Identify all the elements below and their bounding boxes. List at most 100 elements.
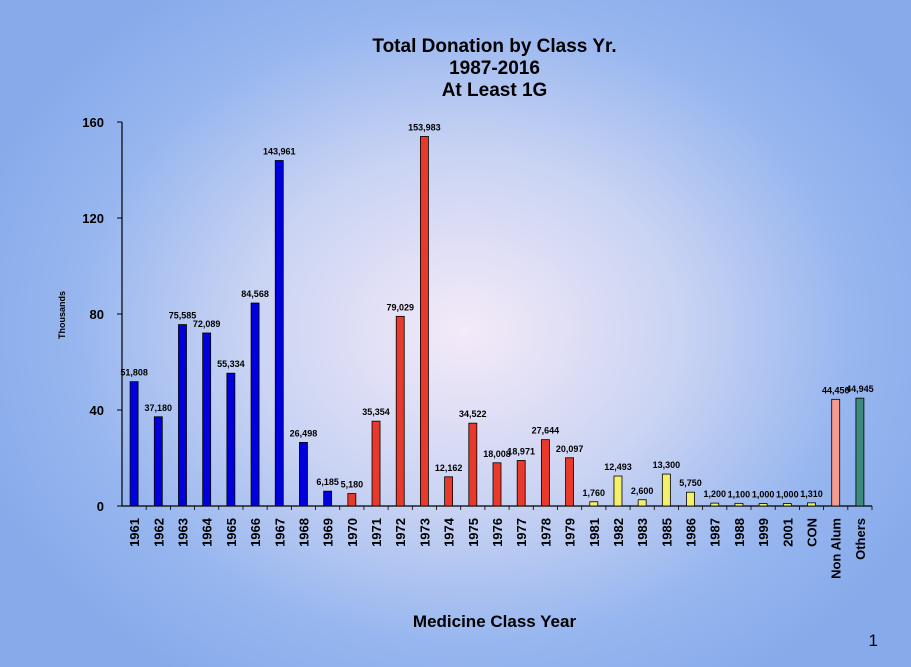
page-number: 1 bbox=[868, 631, 878, 650]
data-label: 12,493 bbox=[604, 462, 632, 472]
x-tick-label: 1978 bbox=[538, 518, 553, 547]
data-label: 1,760 bbox=[583, 488, 606, 498]
x-tick-label: 1982 bbox=[611, 518, 626, 547]
data-label: 75,585 bbox=[169, 311, 197, 321]
data-label: 26,498 bbox=[290, 428, 318, 438]
bar-1982 bbox=[613, 475, 623, 507]
x-axis-label: Medicine Class Year bbox=[412, 612, 577, 631]
x-tick-label: 1975 bbox=[466, 518, 481, 547]
data-label: 18,008 bbox=[483, 449, 511, 459]
y-tick-label: 80 bbox=[90, 307, 104, 322]
bar-1985 bbox=[661, 473, 671, 507]
x-tick-label: 1971 bbox=[369, 518, 384, 547]
bar-1967 bbox=[274, 160, 284, 507]
bar-1971 bbox=[371, 420, 381, 507]
x-tick-label: 1999 bbox=[756, 518, 771, 547]
x-tick-label: 1961 bbox=[127, 518, 142, 547]
x-tick-label: 1972 bbox=[393, 518, 408, 547]
bar-1975 bbox=[468, 422, 478, 507]
chart-title-line-1: Total Donation by Class Yr. bbox=[372, 36, 617, 57]
bar-1964 bbox=[202, 332, 212, 507]
data-label: 79,029 bbox=[386, 302, 414, 312]
bar-1969 bbox=[323, 490, 333, 507]
x-tick-label: 2001 bbox=[780, 518, 795, 547]
bar-1974 bbox=[444, 476, 454, 507]
data-label: 51,808 bbox=[120, 368, 148, 378]
data-label: 2,600 bbox=[631, 486, 654, 496]
data-label: 143,961 bbox=[263, 146, 296, 156]
data-label: 12,162 bbox=[435, 463, 463, 473]
data-label: 44,945 bbox=[846, 384, 874, 394]
data-label: 37,180 bbox=[145, 403, 173, 413]
data-label: 1,000 bbox=[752, 490, 775, 500]
data-label: 72,089 bbox=[193, 319, 221, 329]
x-tick-label: 1963 bbox=[175, 518, 190, 547]
y-tick-label: 0 bbox=[97, 499, 104, 514]
y-tick-label: 120 bbox=[82, 211, 104, 226]
bar-1983 bbox=[637, 499, 647, 507]
data-label: 55,334 bbox=[217, 359, 245, 369]
data-label: 84,568 bbox=[241, 289, 269, 299]
bar-1979 bbox=[565, 457, 574, 507]
x-tick-label: 1964 bbox=[200, 517, 215, 547]
bar-1976 bbox=[492, 462, 502, 507]
data-label: 5,180 bbox=[341, 480, 364, 490]
chart-title-line-3: At Least 1G bbox=[441, 80, 548, 101]
bar-1977 bbox=[516, 460, 526, 507]
data-label: 20,097 bbox=[556, 444, 584, 454]
bar-1963 bbox=[178, 324, 187, 507]
x-tick-label: Non Alum bbox=[829, 518, 844, 579]
bar-1981 bbox=[589, 501, 599, 507]
x-tick-label: 1970 bbox=[345, 518, 360, 547]
data-label: 1,000 bbox=[776, 490, 799, 500]
x-tick-label: 1967 bbox=[272, 518, 287, 547]
bar-1999 bbox=[758, 503, 768, 507]
bar-2001 bbox=[782, 503, 792, 507]
x-tick-label: 1969 bbox=[321, 518, 336, 547]
x-tick-label: 1962 bbox=[151, 518, 166, 547]
bar-1970 bbox=[347, 493, 357, 507]
bar-1973 bbox=[420, 136, 429, 507]
bar-1986 bbox=[686, 491, 695, 507]
chart-title: Total Donation by Class Yr. 1987-2016 At… bbox=[0, 36, 911, 102]
x-tick-label: 1986 bbox=[684, 518, 699, 547]
data-label: 6,185 bbox=[316, 477, 339, 487]
data-label: 13,300 bbox=[653, 460, 681, 470]
bar-con bbox=[807, 502, 816, 507]
bar-1978 bbox=[540, 439, 550, 507]
data-label: 1,200 bbox=[703, 489, 726, 499]
y-tick-label: 160 bbox=[82, 115, 104, 130]
x-tick-label: 1988 bbox=[732, 518, 747, 547]
x-tick-label: 1977 bbox=[514, 518, 529, 547]
data-label: 1,310 bbox=[800, 489, 823, 499]
data-label: 44,450 bbox=[822, 385, 850, 395]
x-tick-label: Others bbox=[853, 518, 868, 560]
data-label: 18,971 bbox=[507, 446, 535, 456]
x-tick-label: 1981 bbox=[587, 518, 602, 547]
chart-title-line-2: 1987-2016 bbox=[449, 58, 540, 79]
x-tick-label: 1973 bbox=[417, 518, 432, 547]
bar-1965 bbox=[226, 372, 236, 507]
data-label: 1,100 bbox=[728, 489, 751, 499]
x-tick-label: 1968 bbox=[296, 518, 311, 547]
data-label: 153,983 bbox=[408, 122, 441, 132]
bar-1988 bbox=[734, 502, 744, 507]
data-label: 5,750 bbox=[679, 478, 702, 488]
data-label: 35,354 bbox=[362, 407, 390, 417]
bar-1987 bbox=[710, 502, 720, 507]
x-tick-label: 1965 bbox=[224, 518, 239, 547]
bar-1966 bbox=[250, 302, 260, 507]
x-tick-label: CON bbox=[805, 518, 820, 547]
y-axis-label: Thousands bbox=[57, 291, 67, 339]
x-tick-label: 1979 bbox=[563, 518, 578, 547]
data-label: 27,644 bbox=[532, 426, 560, 436]
x-tick-label: 1966 bbox=[248, 518, 263, 547]
bar-non-alum bbox=[831, 398, 841, 507]
bar-1961 bbox=[129, 381, 139, 507]
x-tick-label: 1976 bbox=[490, 518, 505, 547]
bar-1962 bbox=[153, 416, 163, 507]
bar-1972 bbox=[395, 315, 405, 507]
y-tick-label: 40 bbox=[90, 403, 104, 418]
data-label: 34,522 bbox=[459, 409, 487, 419]
